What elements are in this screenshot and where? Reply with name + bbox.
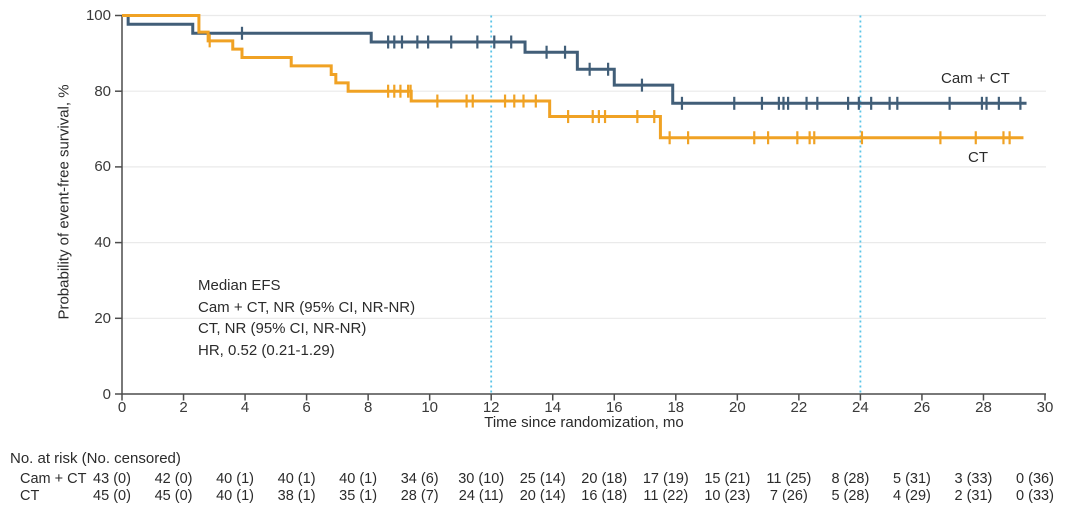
- risk-cell: 0 (36): [1016, 471, 1054, 487]
- x-tick-label: 26: [913, 399, 931, 416]
- risk-cell: 24 (11): [458, 488, 504, 504]
- risk-cell: 40 (1): [277, 471, 316, 487]
- y-tick-label: 60: [94, 158, 111, 176]
- risk-cell: 45 (0): [93, 488, 131, 504]
- risk-cell: 17 (19): [642, 471, 689, 487]
- risk-cell: 35 (1): [339, 488, 378, 504]
- risk-cell: 30 (10): [458, 471, 505, 487]
- risk-cell: 43 (0): [93, 471, 131, 487]
- survival-curve-cam-ct: [122, 14, 1027, 105]
- y-tick-label: 40: [94, 234, 111, 252]
- risk-cell: 16 (18): [581, 488, 628, 504]
- risk-cell: 5 (31): [892, 471, 931, 487]
- x-tick-label: 14: [544, 399, 562, 416]
- annotation-line-hr: HR, 0.52 (0.21-1.29): [198, 341, 335, 359]
- risk-cell: 11 (22): [643, 488, 689, 504]
- x-axis-title: Time since randomization, mo: [484, 414, 684, 431]
- survival-chart-canvas: [115, 14, 1046, 401]
- y-tick-label: 80: [94, 82, 111, 100]
- survival-curve-ct: [122, 14, 1024, 140]
- risk-cell: 15 (21): [704, 471, 751, 487]
- y-axis-title: Probability of event-free survival, %: [55, 84, 73, 320]
- x-tick-label: 0: [117, 399, 127, 416]
- annotation-line-cam-ct: Cam + CT, NR (95% CI, NR-NR): [198, 298, 416, 316]
- risk-cell: 20 (18): [581, 471, 628, 487]
- risk-cell: 40 (1): [216, 471, 255, 487]
- risk-cell: 3 (33): [954, 471, 993, 487]
- x-tick-label: 10: [421, 399, 438, 416]
- x-tick-label: 28: [975, 399, 992, 416]
- risk-cell: 4 (29): [892, 488, 931, 504]
- x-tick-label: 30: [1036, 399, 1054, 416]
- risk-cell: 25 (14): [519, 471, 566, 487]
- risk-cell: 2 (31): [954, 488, 993, 504]
- risk-cell: 40 (1): [216, 488, 255, 504]
- y-tick-label: 100: [85, 7, 111, 24]
- risk-cell: 28 (7): [400, 488, 439, 504]
- risk-cell: 45 (0): [154, 488, 193, 504]
- risk-cell: 5 (28): [831, 488, 870, 504]
- annotation-line-ct: CT, NR (95% CI, NR-NR): [198, 320, 367, 337]
- risk-cell: 8 (28): [831, 471, 870, 487]
- risk-cell: 10 (23): [704, 488, 751, 504]
- risk-cell: 0 (33): [1016, 488, 1054, 504]
- risk-cell: 40 (1): [339, 471, 378, 487]
- series-label-cam-ct: Cam + CT: [941, 70, 1010, 87]
- x-tick-label: 22: [790, 399, 808, 416]
- x-tick-label: 6: [302, 399, 311, 416]
- risk-cell: 42 (0): [154, 471, 193, 487]
- y-tick-label: 0: [102, 385, 111, 403]
- x-tick-label: 12: [482, 399, 500, 416]
- risk-row-label-cam-ct: Cam + CT: [20, 471, 87, 487]
- median-efs-annotation: Median EFS Cam + CT, NR (95% CI, NR-NR) …: [198, 275, 415, 361]
- x-tick-label: 20: [728, 399, 746, 416]
- y-tick-label: 20: [94, 309, 111, 327]
- x-tick-label: 2: [179, 399, 188, 416]
- risk-cell: 20 (14): [519, 488, 566, 504]
- risk-cell: 11 (25): [766, 471, 812, 487]
- risk-cell: 7 (26): [769, 488, 808, 504]
- annotation-line-median-efs: Median EFS: [198, 277, 281, 294]
- x-tick-label: 18: [667, 399, 685, 416]
- risk-row-label-ct: CT: [20, 488, 40, 504]
- risk-cell: 34 (6): [400, 471, 439, 487]
- risk-cell: 38 (1): [277, 488, 316, 504]
- x-tick-label: 8: [363, 399, 373, 416]
- x-tick-label: 16: [605, 399, 623, 416]
- x-tick-label: 24: [852, 399, 869, 416]
- risk-table-header: No. at risk (No. censored): [10, 450, 181, 467]
- x-tick-label: 4: [240, 399, 250, 416]
- series-label-ct: CT: [968, 149, 988, 166]
